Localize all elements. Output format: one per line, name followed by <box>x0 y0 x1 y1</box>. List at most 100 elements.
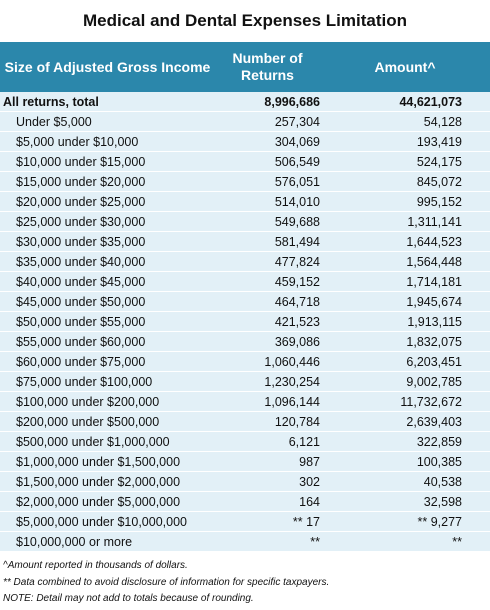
cell-value: 514,010 <box>215 191 320 212</box>
cell-value: ** 17 <box>215 511 320 532</box>
table-row: $200,000 under $500,000 120,784 2,639,403 <box>0 411 490 432</box>
cell-value: 120,784 <box>215 411 320 432</box>
cell-value: 32,598 <box>320 491 490 512</box>
table-row: $500,000 under $1,000,000 6,121 322,859 <box>0 431 490 452</box>
cell-value: 1,832,075 <box>320 331 490 352</box>
row-label: $10,000,000 or more <box>0 531 215 552</box>
cell-value: 581,494 <box>215 231 320 252</box>
column-header: Size of Adjusted Gross Income <box>0 42 215 92</box>
cell-value: 1,564,448 <box>320 251 490 272</box>
cell-value: 549,688 <box>215 211 320 232</box>
row-label: $100,000 under $200,000 <box>0 391 215 412</box>
table-row: $5,000 under $10,000 304,069 193,419 <box>0 131 490 152</box>
cell-value: 8,996,686 <box>215 92 320 112</box>
cell-value: 9,002,785 <box>320 371 490 392</box>
cell-value: 6,203,451 <box>320 351 490 372</box>
table-row: $1,000,000 under $1,500,000 987 100,385 <box>0 451 490 472</box>
cell-value: 304,069 <box>215 131 320 152</box>
table-row: $1,500,000 under $2,000,000 302 40,538 <box>0 471 490 492</box>
table-row: $35,000 under $40,000 477,824 1,564,448 <box>0 251 490 272</box>
cell-value: 44,621,073 <box>320 92 490 112</box>
table-row: $30,000 under $35,000 581,494 1,644,523 <box>0 231 490 252</box>
cell-value: ** <box>215 531 320 552</box>
row-label: $40,000 under $45,000 <box>0 271 215 292</box>
title: Medical and Dental Expenses Limitation <box>82 11 408 30</box>
cell-value: 1,714,181 <box>320 271 490 292</box>
cell-value: 40,538 <box>320 471 490 492</box>
cell-value: 464,718 <box>215 291 320 312</box>
cell-value: 845,072 <box>320 171 490 192</box>
cell-value: 1,945,674 <box>320 291 490 312</box>
cell-value: 995,152 <box>320 191 490 212</box>
footnote: ** Data combined to avoid disclosure of … <box>3 576 330 588</box>
footnotes: ^Amount reported in thousands of dollars… <box>0 552 490 608</box>
row-label: $10,000 under $15,000 <box>0 151 215 172</box>
row-label: All returns, total <box>0 92 215 112</box>
total-row: All returns, total 8,996,686 44,621,073 <box>0 92 490 112</box>
row-label: $200,000 under $500,000 <box>0 411 215 432</box>
table-row: $45,000 under $50,000 464,718 1,945,674 <box>0 291 490 312</box>
row-label: $50,000 under $55,000 <box>0 311 215 332</box>
row-label: $15,000 under $20,000 <box>0 171 215 192</box>
cell-value: 524,175 <box>320 151 490 172</box>
row-label: $5,000 under $10,000 <box>0 131 215 152</box>
cell-value: 100,385 <box>320 451 490 472</box>
table-row: $2,000,000 under $5,000,000 164 32,598 <box>0 491 490 512</box>
cell-value: 322,859 <box>320 431 490 452</box>
cell-value: 11,732,672 <box>320 391 490 412</box>
cell-value: 369,086 <box>215 331 320 352</box>
row-label: $60,000 under $75,000 <box>0 351 215 372</box>
table-row: $10,000,000 or more ** ** <box>0 531 490 552</box>
cell-value: 164 <box>215 491 320 512</box>
cell-value: 6,121 <box>215 431 320 452</box>
row-label: $35,000 under $40,000 <box>0 251 215 272</box>
cell-value: 2,639,403 <box>320 411 490 432</box>
row-label: Under $5,000 <box>0 111 215 132</box>
table-row: $50,000 under $55,000 421,523 1,913,115 <box>0 311 490 332</box>
row-label: $45,000 under $50,000 <box>0 291 215 312</box>
table-row: $10,000 under $15,000 506,549 524,175 <box>0 151 490 172</box>
table-row: $60,000 under $75,000 1,060,446 6,203,451 <box>0 351 490 372</box>
table-row: $20,000 under $25,000 514,010 995,152 <box>0 191 490 212</box>
cell-value: 1,311,141 <box>320 211 490 232</box>
cell-value: 1,644,523 <box>320 231 490 252</box>
table-row: Under $5,000 257,304 54,128 <box>0 111 490 132</box>
table-row: $75,000 under $100,000 1,230,254 9,002,785 <box>0 371 490 392</box>
table-row: $55,000 under $60,000 369,086 1,832,075 <box>0 331 490 352</box>
table-row: $5,000,000 under $10,000,000 ** 17 ** 9,27… <box>0 511 490 532</box>
table-row: $100,000 under $200,000 1,096,144 11,732,6… <box>0 391 490 412</box>
cell-value: 54,128 <box>320 111 490 132</box>
cell-value: 193,419 <box>320 131 490 152</box>
row-label: $1,500,000 under $2,000,000 <box>0 471 215 492</box>
table-row: $25,000 under $30,000 549,688 1,311,141 <box>0 211 490 232</box>
header-row: Size of Adjusted Gross Income Number of R… <box>0 42 490 92</box>
cell-value: 1,060,446 <box>215 351 320 372</box>
row-label: $1,000,000 under $1,500,000 <box>0 451 215 472</box>
cell-value: 1,096,144 <box>215 391 320 412</box>
column-header: Amount^ <box>320 42 490 92</box>
footnote: ^Amount reported in thousands of dollars… <box>3 560 188 571</box>
row-label: $30,000 under $35,000 <box>0 231 215 252</box>
cell-value: 1,230,254 <box>215 371 320 392</box>
row-label: $75,000 under $100,000 <box>0 371 215 392</box>
column-header: Number of Returns <box>215 42 320 92</box>
row-label: $5,000,000 under $10,000,000 <box>0 511 215 532</box>
data-table: Size of Adjusted Gross Income Number of R… <box>0 42 490 552</box>
table-row: $40,000 under $45,000 459,152 1,714,181 <box>0 271 490 292</box>
row-label: $500,000 under $1,000,000 <box>0 431 215 452</box>
cell-value: 576,051 <box>215 171 320 192</box>
cell-value: 1,913,115 <box>320 311 490 332</box>
cell-value: ** 9,277 <box>320 511 490 532</box>
cell-value: 257,304 <box>215 111 320 132</box>
cell-value: 477,824 <box>215 251 320 272</box>
cell-value: 459,152 <box>215 271 320 292</box>
cell-value: 987 <box>215 451 320 472</box>
cell-value: ** <box>320 531 490 552</box>
table-row: $15,000 under $20,000 576,051 845,072 <box>0 171 490 192</box>
cell-value: 421,523 <box>215 311 320 332</box>
footnote: NOTE: Detail may not add to totals becau… <box>3 593 254 604</box>
row-label: $25,000 under $30,000 <box>0 211 215 232</box>
row-label: $20,000 under $25,000 <box>0 191 215 212</box>
cell-value: 302 <box>215 471 320 492</box>
